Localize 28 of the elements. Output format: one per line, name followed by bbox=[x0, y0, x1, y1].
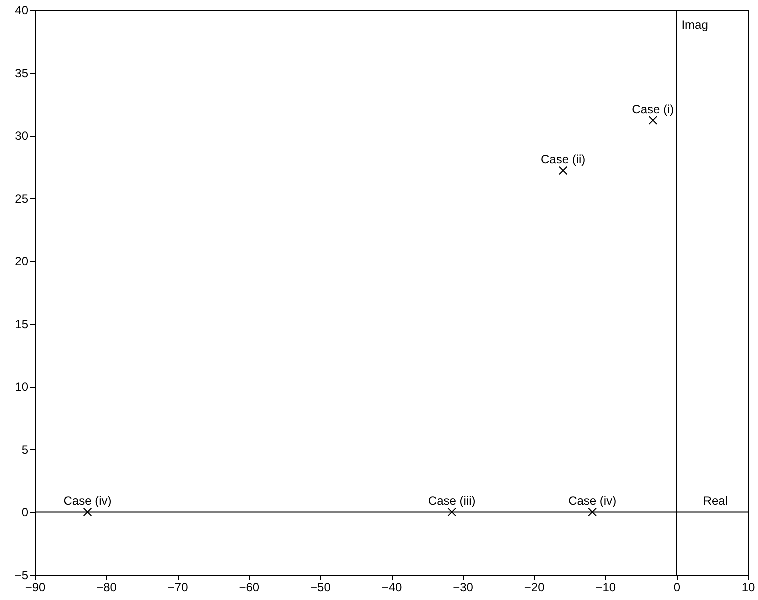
y-tick-label: 25 bbox=[15, 192, 29, 206]
x-tick-label: −20 bbox=[524, 580, 546, 594]
y-tick-label: 10 bbox=[15, 380, 29, 394]
x-tick-label: −70 bbox=[168, 580, 189, 594]
x-tick-label: −10 bbox=[596, 580, 616, 594]
ref-line-label: Real bbox=[703, 494, 728, 508]
y-tick-label: 5 bbox=[22, 442, 29, 457]
y-tick-label: 35 bbox=[15, 66, 29, 80]
annotation: Case (iv) bbox=[568, 494, 617, 508]
x-tick-label: −40 bbox=[382, 580, 402, 594]
x-tick-label: −30 bbox=[453, 580, 474, 594]
x-tick-label: −60 bbox=[239, 580, 260, 594]
x-tick-label: −80 bbox=[96, 580, 118, 594]
y-tick-label: −5 bbox=[14, 568, 29, 582]
annotation: Case (i) bbox=[632, 102, 674, 116]
x-tick-label: 10 bbox=[742, 580, 756, 594]
y-tick-label: 0 bbox=[22, 506, 29, 520]
annotation: Case (iii) bbox=[428, 494, 476, 508]
y-tick-label: 15 bbox=[15, 317, 29, 332]
x-tick-label: −50 bbox=[310, 580, 332, 594]
x-tick-label: −90 bbox=[25, 580, 46, 594]
annotation: Case (ii) bbox=[540, 152, 586, 167]
y-tick-label: 20 bbox=[15, 254, 29, 269]
ref-line-label: Imag bbox=[682, 18, 708, 32]
y-tick-label: 40 bbox=[15, 4, 29, 18]
y-tick-label: 30 bbox=[15, 129, 29, 144]
annotation: Case (iv) bbox=[64, 494, 112, 508]
x-tick-label: 0 bbox=[674, 580, 681, 594]
